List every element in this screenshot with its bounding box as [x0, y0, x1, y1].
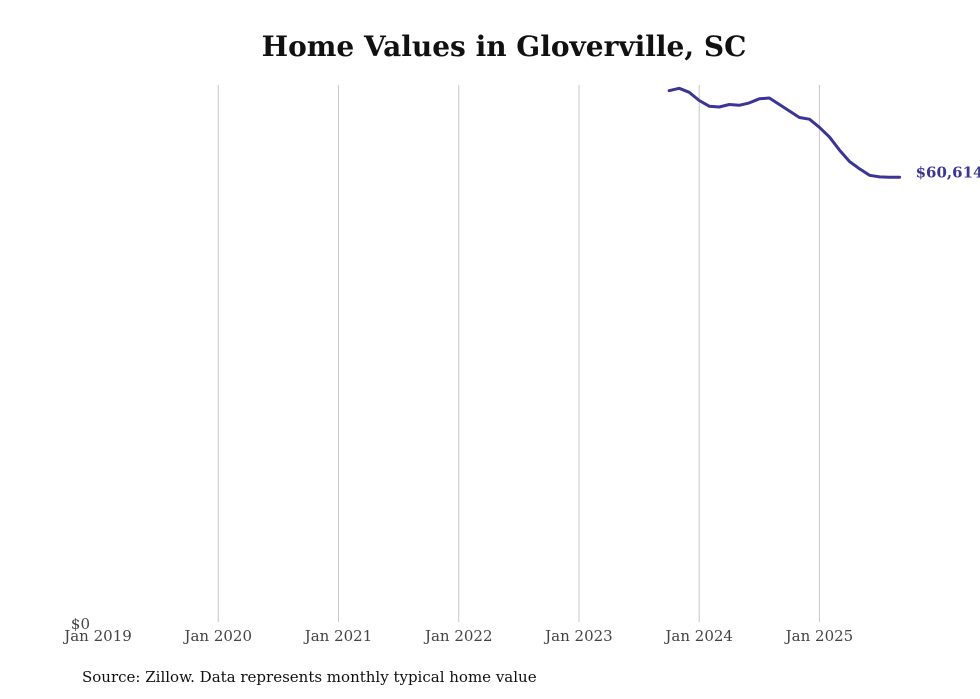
x-tick-label: Jan 2025: [784, 627, 854, 645]
x-tick-label: Jan 2020: [182, 627, 252, 645]
chart-title: Home Values in Gloverville, SC: [261, 30, 747, 63]
x-tick-label: Jan 2023: [543, 627, 613, 645]
x-tick-label: Jan 2019: [62, 627, 132, 645]
source-note: Source: Zillow. Data represents monthly …: [82, 668, 537, 686]
y-tick-label: $0: [71, 615, 90, 633]
series-line: [667, 86, 902, 179]
x-tick-label: Jan 2022: [423, 627, 493, 645]
x-tick-label: Jan 2021: [303, 627, 373, 645]
series: $60,614: [667, 86, 980, 181]
x-tick-label: Jan 2024: [663, 627, 733, 645]
series-end-label: $60,614: [916, 163, 980, 181]
axis-ticks: Jan 2019 Jan 2020 Jan 2021 Jan 2022 Jan 2023…: [62, 615, 853, 645]
gridlines: [217, 85, 820, 622]
